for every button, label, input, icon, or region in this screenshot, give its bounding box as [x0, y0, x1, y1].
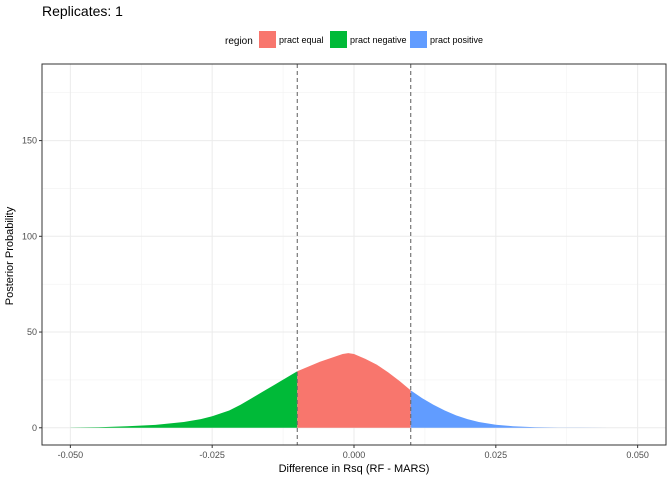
y-axis-label: Posterior Probability: [4, 206, 16, 305]
y-tick-label: 0: [32, 423, 37, 433]
legend-key-pract-positive: [410, 31, 427, 48]
y-tick-label: 100: [22, 231, 37, 241]
density-region-pract-negative: [70, 371, 298, 428]
x-tick-label: -0.025: [199, 450, 225, 460]
y-tick-label: 150: [22, 136, 37, 146]
density-region-pract-positive: [410, 390, 638, 428]
x-tick-label: 0.050: [626, 450, 649, 460]
legend-key-pract-negative: [330, 31, 347, 48]
legend-key-pract-equal: [259, 31, 276, 48]
chart-title: Replicates: 1: [42, 3, 123, 19]
x-tick-label: 0.025: [485, 450, 508, 460]
legend-label: pract equal: [279, 35, 324, 45]
density-region-pract-equal: [297, 353, 411, 428]
x-tick-label: 0.000: [343, 450, 366, 460]
legend: region pract equal pract negative pract po…: [225, 31, 483, 48]
x-axis-label: Difference in Rsq (RF - MARS): [279, 463, 430, 475]
legend-label: pract negative: [350, 35, 407, 45]
x-tick-label: -0.050: [58, 450, 84, 460]
legend-title: region: [225, 36, 253, 47]
y-tick-label: 50: [27, 327, 37, 337]
plot-area: -0.050 -0.025 0.000 0.025 0.050 0 50 100 150: [22, 63, 667, 460]
legend-label: pract positive: [430, 35, 483, 45]
